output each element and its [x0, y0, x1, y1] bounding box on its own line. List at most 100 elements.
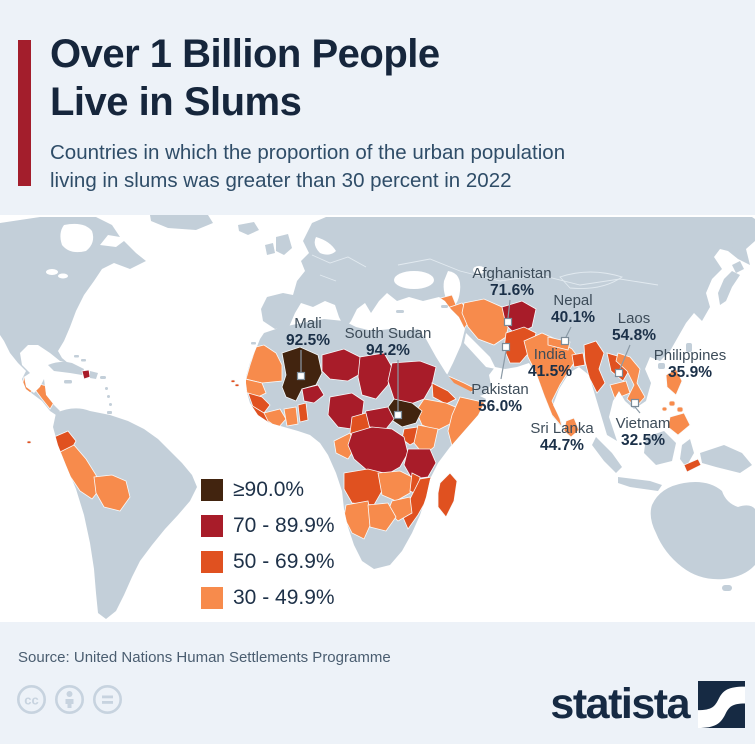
equal-icon[interactable]: [92, 684, 123, 715]
legend-swatch: [201, 479, 223, 501]
country-label-sri-lanka: Sri Lanka 44.7%: [530, 421, 593, 455]
south-america-highlights: [53, 430, 131, 512]
marker-afghanistan: [503, 317, 513, 327]
hudson-bay: [60, 223, 94, 253]
japan: [718, 271, 740, 305]
country-value: 41.5%: [528, 363, 572, 380]
country-label-nepal: Nepal 40.1%: [551, 292, 595, 327]
legend-row-1: ≥90.0%: [201, 478, 335, 501]
continent-africa: [230, 319, 486, 569]
country-bangladesh: [571, 352, 586, 368]
africa-highlights: [246, 344, 486, 540]
tasmania: [722, 585, 732, 591]
title-line-1: Over 1 Billion People: [50, 32, 440, 76]
country-pakistan: [503, 326, 537, 364]
country-zambia: [377, 470, 413, 502]
country-value: 54.8%: [612, 327, 656, 344]
country-label-india: India 41.5%: [528, 346, 572, 381]
country-dr-congo: [347, 426, 409, 476]
greenland: [150, 215, 213, 230]
statista-logo-icon: [698, 681, 745, 728]
great-britain: [276, 234, 292, 255]
ireland: [265, 243, 275, 255]
oceania: [563, 368, 755, 591]
country-timor-leste: [683, 458, 702, 473]
country-label-vietnam: Vietnam 32.5%: [616, 416, 671, 450]
map-legend: ≥90.0% 70 - 89.9% 50 - 69.9% 30 - 49.9%: [201, 478, 335, 623]
world-map-svg: [0, 215, 755, 622]
license-icons: cc: [16, 684, 123, 715]
persian-gulf: [464, 333, 496, 369]
country-name: Nepal: [553, 292, 593, 309]
legend-row-4: 30 - 49.9%: [201, 586, 335, 609]
svg-text:cc: cc: [24, 693, 38, 708]
legend-row-2: 70 - 89.9%: [201, 514, 335, 537]
country-value: 44.7%: [540, 437, 584, 454]
country-madagascar: [437, 472, 458, 518]
country-markers: [296, 317, 640, 420]
cc-icon[interactable]: cc: [16, 684, 47, 715]
country-botswana: [367, 502, 397, 532]
sulawesi: [680, 439, 694, 467]
country-label-pakistan: Pakistan 56.0%: [471, 382, 529, 416]
java: [618, 477, 662, 491]
crete: [396, 310, 404, 313]
country-benin-togo: [297, 402, 309, 423]
country-name: Philippines: [653, 347, 727, 364]
taiwan: [686, 343, 692, 352]
legend-swatch: [201, 515, 223, 537]
cyprus: [441, 305, 448, 308]
leader-lines: [300, 299, 641, 414]
legend-swatch: [201, 551, 223, 573]
cape-verde: [230, 379, 236, 383]
subtitle-line-1: Countries in which the proportion of the…: [50, 141, 566, 164]
legend-swatch: [201, 587, 223, 609]
legend-label: ≥90.0%: [233, 478, 305, 501]
world-choropleth-map: Mali 92.5% South Sudan 94.2% Afghanistan 71.6…: [0, 215, 755, 622]
country-value: 92.5%: [286, 332, 330, 349]
country-cote-divoire: [263, 408, 287, 429]
country-label-mali: Mali 92.5%: [286, 316, 330, 350]
legend-label: 70 - 89.9%: [233, 514, 335, 537]
hainan: [658, 363, 665, 369]
attribution-icon[interactable]: [54, 684, 85, 715]
country-niger: [321, 348, 363, 382]
page-subtitle: Countries in which the proportion of the…: [50, 139, 565, 195]
marker-pakistan: [501, 342, 511, 352]
country-iran: [461, 298, 511, 346]
legend-label: 50 - 69.9%: [233, 550, 335, 573]
legend-row-3: 50 - 69.9%: [201, 550, 335, 573]
country-label-philippines: Philippines 35.9%: [653, 347, 727, 382]
country-value: 32.5%: [621, 432, 665, 449]
country-senegal: [246, 378, 267, 398]
baltic-sea: [314, 237, 336, 255]
statista-branding[interactable]: statista: [550, 681, 745, 728]
marker-mali: [296, 371, 306, 381]
country-value: 71.6%: [490, 282, 534, 299]
continent-south-america: [26, 408, 197, 619]
country-eritrea: [431, 382, 457, 405]
title-accent-bar: [18, 40, 31, 186]
legend-label: 30 - 49.9%: [233, 586, 335, 609]
subtitle-line-2: living in slums was greater than 30 perc…: [50, 169, 512, 192]
statista-wordmark: statista: [550, 680, 690, 728]
marker-laos: [614, 368, 624, 378]
country-chad: [357, 352, 393, 400]
country-bolivia: [93, 474, 131, 512]
country-sri-lanka: [563, 417, 580, 438]
sakhalin: [730, 225, 740, 251]
country-burkina-faso: [301, 384, 325, 404]
country-angola: [343, 468, 385, 506]
title-line-2: Live in Slums: [50, 80, 302, 124]
country-label-afghanistan: Afghanistan 71.6%: [472, 265, 552, 300]
country-name: India: [533, 346, 567, 363]
country-name: Afghanistan: [472, 265, 552, 282]
country-ghana: [283, 406, 299, 427]
country-myanmar: [583, 340, 606, 394]
borneo: [644, 431, 676, 465]
black-sea: [394, 271, 434, 289]
australia: [650, 482, 755, 580]
country-tanzania: [403, 448, 437, 480]
country-value: 35.9%: [668, 364, 712, 381]
country-name: Laos: [617, 310, 651, 327]
